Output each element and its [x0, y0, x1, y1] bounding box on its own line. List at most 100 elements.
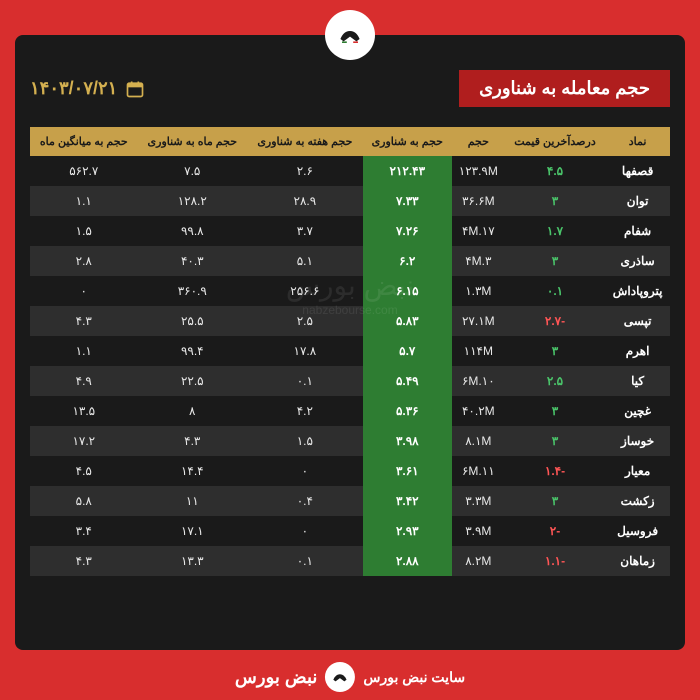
column-header: درصدآخرین قیمت — [505, 127, 605, 156]
cell: ۳.۷ — [247, 216, 363, 246]
cell: ۵.۱ — [247, 246, 363, 276]
cell: غچین — [605, 396, 670, 426]
footer: سایت نبض بورس نبض بورس — [235, 662, 465, 692]
cell: ۱.۱ — [30, 336, 138, 366]
cell: -۲.۷ — [505, 306, 605, 336]
cell: ٢٧.١M — [452, 306, 505, 336]
cell: ۰.۱ — [247, 366, 363, 396]
cell: ۱۳.۳ — [138, 546, 247, 576]
cell: ٣.۴M — [452, 246, 505, 276]
column-header: حجم — [452, 127, 505, 156]
calendar-icon — [125, 79, 145, 99]
cell: ۱۷.۲ — [30, 426, 138, 456]
footer-text: سایت نبض بورس — [363, 669, 465, 686]
cell: خوساز — [605, 426, 670, 456]
cell: تپسی — [605, 306, 670, 336]
cell: ١١.۶M — [452, 456, 505, 486]
cell: ۵.۳۶ — [363, 396, 452, 426]
cell: ۷.۳۳ — [363, 186, 452, 216]
cell: ۳ — [505, 426, 605, 456]
cell: ۲.۹۳ — [363, 516, 452, 546]
cell: ۱۲۸.۲ — [138, 186, 247, 216]
cell: ۲.۵ — [247, 306, 363, 336]
cell: ۴٠.٢M — [452, 396, 505, 426]
cell: فروسیل — [605, 516, 670, 546]
bull-icon — [329, 666, 351, 688]
cell: ۴۰.۳ — [138, 246, 247, 276]
cell: ٣.٣M — [452, 486, 505, 516]
cell: ۳.۴۲ — [363, 486, 452, 516]
cell: ۵.۸۳ — [363, 306, 452, 336]
cell: ٣۶.۶M — [452, 186, 505, 216]
cell: ۳.۹۸ — [363, 426, 452, 456]
cell: ۵۶۲.۷ — [30, 156, 138, 186]
cell: ۱.۵ — [247, 426, 363, 456]
cell: ۱۷.۸ — [247, 336, 363, 366]
cell: ۳ — [505, 246, 605, 276]
table-row: ساذری۳٣.۴M۶.۲۵.۱۴۰.۳۲.۸ — [30, 246, 670, 276]
main-panel: حجم معامله به شناوری ۱۴۰۳/۰۷/۲۱ نبض بورس… — [15, 35, 685, 650]
cell: ۰.۱ — [247, 546, 363, 576]
cell: ۷.۵ — [138, 156, 247, 186]
table-row: زماهان-۱.۱٨.٢M۲.۸۸۰.۱۱۳.۳۴.۳ — [30, 546, 670, 576]
table-row: کیا۲.۵١٠.۶M۵.۴۹۰.۱۲۲.۵۴.۹ — [30, 366, 670, 396]
table-row: اهرم۳١١۴M۵.۷۱۷.۸۹۹.۴۱.۱ — [30, 336, 670, 366]
cell: -۲ — [505, 516, 605, 546]
cell: زماهان — [605, 546, 670, 576]
cell: ۱.۵ — [30, 216, 138, 246]
cell: ۳.۴ — [30, 516, 138, 546]
table-row: پتروپاداش۰.۱١.٣M۶.۱۵۲۵۶.۶۳۶۰.۹۰ — [30, 276, 670, 306]
table-row: خوساز۳٨.١M۳.۹۸۱.۵۴.۳۱۷.۲ — [30, 426, 670, 456]
column-header: نماد — [605, 127, 670, 156]
cell: ۰.۴ — [247, 486, 363, 516]
cell: ۴.۵ — [30, 456, 138, 486]
cell: ۸ — [138, 396, 247, 426]
cell: پتروپاداش — [605, 276, 670, 306]
cell: -۱.۴ — [505, 456, 605, 486]
cell: ۲.۶ — [247, 156, 363, 186]
cell: ۴.۲ — [247, 396, 363, 426]
column-header: حجم هفته به شناوری — [247, 127, 363, 156]
cell: ۷.۲۶ — [363, 216, 452, 246]
table-row: توان۳٣۶.۶M۷.۳۳۲۸.۹۱۲۸.۲۱.۱ — [30, 186, 670, 216]
cell: ١.٣M — [452, 276, 505, 306]
cell: ۴.۹ — [30, 366, 138, 396]
cell: ٨.٢M — [452, 546, 505, 576]
cell: زکشت — [605, 486, 670, 516]
cell: ۱۳.۵ — [30, 396, 138, 426]
cell: ۴.۳ — [30, 546, 138, 576]
cell: ۴.۵ — [505, 156, 605, 186]
date-box: ۱۴۰۳/۰۷/۲۱ — [30, 78, 145, 99]
cell: ٨.١M — [452, 426, 505, 456]
cell: ۲.۸ — [30, 246, 138, 276]
cell: ۵.۷ — [363, 336, 452, 366]
cell: ۵.۴۹ — [363, 366, 452, 396]
cell: ۱۷.۱ — [138, 516, 247, 546]
cell: ۳ — [505, 396, 605, 426]
cell: ساذری — [605, 246, 670, 276]
cell: ۳.۶۱ — [363, 456, 452, 486]
cell: ١٢٣.٩M — [452, 156, 505, 186]
date-text: ۱۴۰۳/۰۷/۲۱ — [30, 78, 117, 99]
cell: ۲۱۲.۴۳ — [363, 156, 452, 186]
table-row: معیار-۱.۴١١.۶M۳.۶۱۰۱۴.۴۴.۵ — [30, 456, 670, 486]
cell: ۰ — [247, 456, 363, 486]
table-row: شفام۱.۷١٧.۴M۷.۲۶۳.۷۹۹.۸۱.۵ — [30, 216, 670, 246]
cell: ۴.۳ — [138, 426, 247, 456]
table-row: غچین۳۴٠.٢M۵.۳۶۴.۲۸۱۳.۵ — [30, 396, 670, 426]
cell: ۱.۱ — [30, 186, 138, 216]
data-table: نماددرصدآخرین قیمتحجمحجم به شناوریحجم هف… — [30, 127, 670, 576]
cell: ۲۸.۹ — [247, 186, 363, 216]
cell: ۲۲.۵ — [138, 366, 247, 396]
cell: ۲۵.۵ — [138, 306, 247, 336]
cell: ۲.۸۸ — [363, 546, 452, 576]
cell: -۱.۱ — [505, 546, 605, 576]
footer-logo — [325, 662, 355, 692]
cell: ۴.۳ — [30, 306, 138, 336]
cell: ۰.۱ — [505, 276, 605, 306]
cell: ۹۹.۴ — [138, 336, 247, 366]
column-header: حجم به شناوری — [363, 127, 452, 156]
cell: کیا — [605, 366, 670, 396]
cell: شفام — [605, 216, 670, 246]
table-row: زکشت۳٣.٣M۳.۴۲۰.۴۱۱۵.۸ — [30, 486, 670, 516]
